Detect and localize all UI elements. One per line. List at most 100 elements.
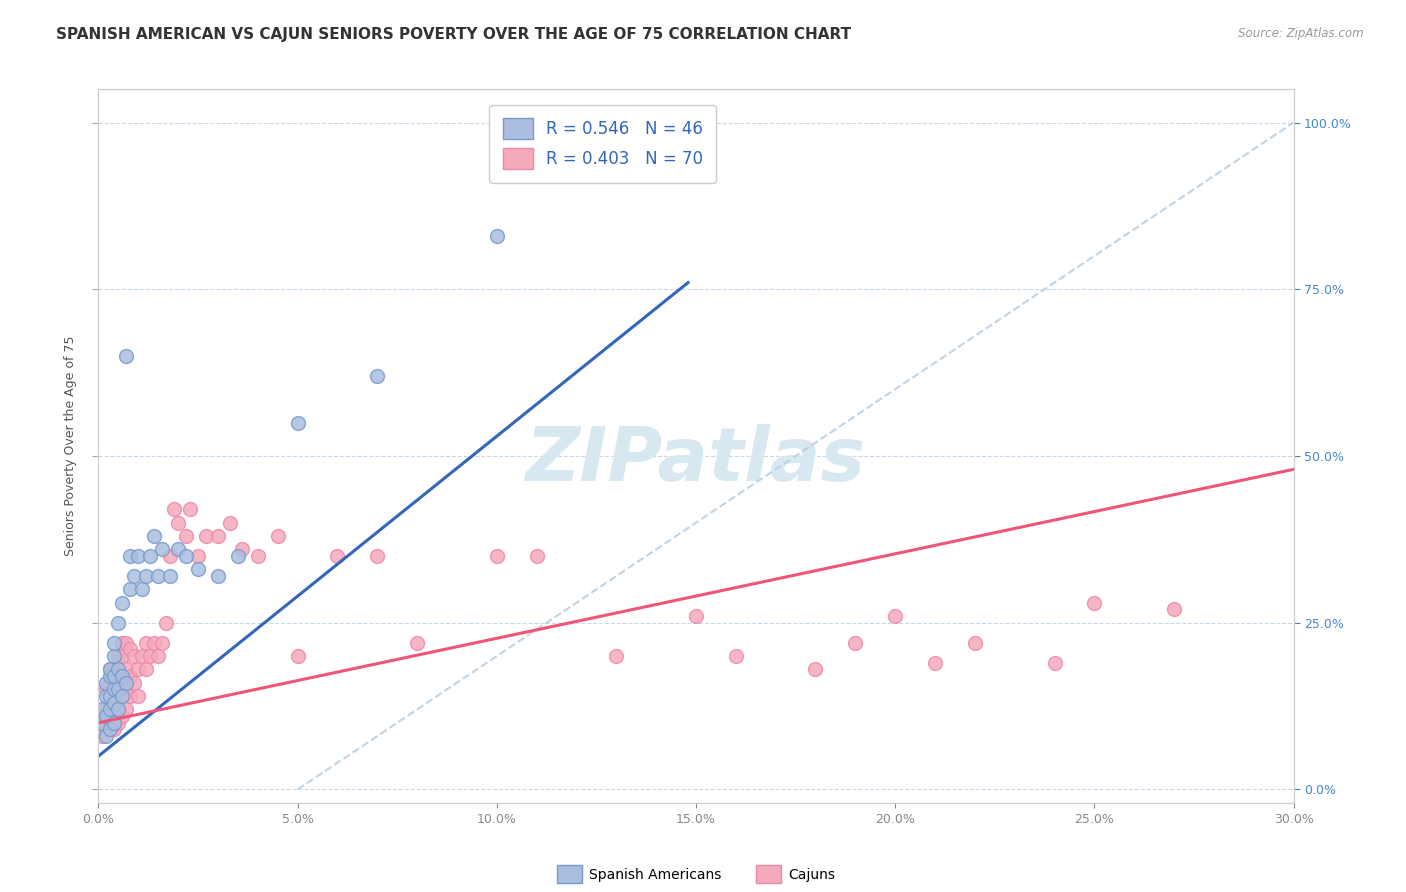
Point — [98, 702, 122, 716]
Point — [103, 662, 125, 676]
Point — [115, 349, 138, 363]
Point — [131, 582, 153, 597]
Point — [96, 702, 118, 716]
Point — [1163, 602, 1185, 616]
Point — [96, 682, 118, 697]
Point — [685, 609, 707, 624]
Point — [645, 149, 668, 163]
Point — [526, 549, 548, 563]
Text: ZIPatlas: ZIPatlas — [526, 424, 866, 497]
Point — [207, 569, 229, 583]
Point — [135, 636, 157, 650]
Point — [103, 723, 125, 737]
Point — [91, 729, 114, 743]
Point — [150, 636, 173, 650]
Point — [174, 549, 197, 563]
Point — [963, 636, 986, 650]
Point — [174, 529, 197, 543]
Point — [111, 636, 134, 650]
Point — [103, 696, 125, 710]
Point — [103, 715, 125, 730]
Point — [91, 709, 114, 723]
Point — [120, 549, 142, 563]
Point — [115, 702, 138, 716]
Point — [167, 516, 190, 530]
Point — [207, 529, 229, 543]
Point — [287, 416, 309, 430]
Point — [96, 689, 118, 703]
Point — [148, 649, 170, 664]
Point — [120, 689, 142, 703]
Point — [139, 549, 162, 563]
Point — [127, 662, 149, 676]
Point — [844, 636, 866, 650]
Point — [124, 675, 146, 690]
Point — [107, 649, 129, 664]
Point — [111, 669, 134, 683]
Point — [107, 689, 129, 703]
Point — [98, 689, 122, 703]
Text: SPANISH AMERICAN VS CAJUN SENIORS POVERTY OVER THE AGE OF 75 CORRELATION CHART: SPANISH AMERICAN VS CAJUN SENIORS POVERT… — [56, 27, 852, 42]
Point — [127, 689, 149, 703]
Point — [96, 675, 118, 690]
Point — [924, 656, 946, 670]
Point — [111, 689, 134, 703]
Point — [98, 662, 122, 676]
Point — [143, 529, 166, 543]
Point — [96, 729, 118, 743]
Y-axis label: Seniors Poverty Over the Age of 75: Seniors Poverty Over the Age of 75 — [63, 335, 77, 557]
Point — [91, 702, 114, 716]
Point — [135, 569, 157, 583]
Point — [155, 615, 177, 630]
Point — [103, 649, 125, 664]
Point — [187, 549, 209, 563]
Point — [98, 662, 122, 676]
Point — [406, 636, 429, 650]
Point — [124, 649, 146, 664]
Point — [148, 569, 170, 583]
Point — [115, 682, 138, 697]
Point — [111, 649, 134, 664]
Point — [107, 662, 129, 676]
Point — [115, 636, 138, 650]
Point — [884, 609, 907, 624]
Point — [107, 669, 129, 683]
Point — [163, 502, 186, 516]
Point — [98, 715, 122, 730]
Point — [287, 649, 309, 664]
Point — [98, 696, 122, 710]
Point — [91, 715, 114, 730]
Point — [98, 669, 122, 683]
Point — [96, 709, 118, 723]
Point — [179, 502, 201, 516]
Point — [107, 715, 129, 730]
Point — [187, 562, 209, 576]
Point — [107, 615, 129, 630]
Point — [98, 675, 122, 690]
Point — [485, 549, 508, 563]
Point — [107, 682, 129, 697]
Point — [267, 529, 290, 543]
Point — [103, 669, 125, 683]
Point — [219, 516, 242, 530]
Text: Source: ZipAtlas.com: Source: ZipAtlas.com — [1239, 27, 1364, 40]
Point — [1083, 596, 1105, 610]
Point — [120, 582, 142, 597]
Point — [195, 529, 218, 543]
Point — [143, 636, 166, 650]
Point — [103, 636, 125, 650]
Point — [107, 702, 129, 716]
Point — [366, 549, 388, 563]
Point — [98, 723, 122, 737]
Point — [115, 662, 138, 676]
Point — [1043, 656, 1066, 670]
Point — [131, 649, 153, 664]
Point — [724, 649, 747, 664]
Point — [120, 642, 142, 657]
Point — [246, 549, 269, 563]
Point — [124, 569, 146, 583]
Point — [159, 569, 181, 583]
Point — [804, 662, 827, 676]
Point — [103, 702, 125, 716]
Point — [135, 662, 157, 676]
